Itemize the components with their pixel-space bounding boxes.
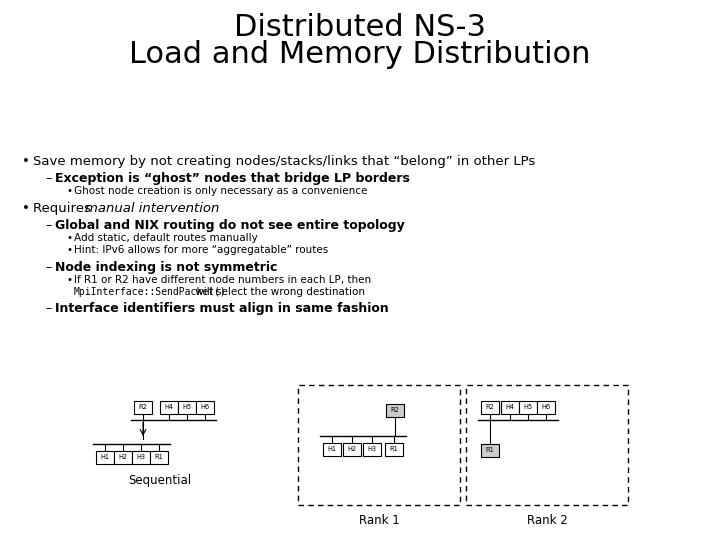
FancyBboxPatch shape xyxy=(150,450,168,463)
Text: Interface identifiers must align in same fashion: Interface identifiers must align in same… xyxy=(55,302,389,315)
Text: •: • xyxy=(66,275,72,285)
Text: R2: R2 xyxy=(390,407,400,413)
Text: Distributed NS-3: Distributed NS-3 xyxy=(234,13,486,42)
Text: Ghost node creation is only necessary as a convenience: Ghost node creation is only necessary as… xyxy=(74,186,367,196)
Text: Hint: IPv6 allows for more “aggregatable” routes: Hint: IPv6 allows for more “aggregatable… xyxy=(74,245,328,255)
FancyBboxPatch shape xyxy=(134,401,152,414)
Text: H3: H3 xyxy=(367,446,377,452)
FancyBboxPatch shape xyxy=(501,401,519,414)
Text: •: • xyxy=(66,186,72,196)
Text: •: • xyxy=(66,233,72,243)
Text: H3: H3 xyxy=(137,454,145,460)
Text: H4: H4 xyxy=(505,404,515,410)
FancyBboxPatch shape xyxy=(178,401,196,414)
Text: will select the wrong destination: will select the wrong destination xyxy=(192,287,365,297)
Text: –: – xyxy=(45,172,51,185)
Text: manual intervention: manual intervention xyxy=(85,202,220,215)
Text: If R1 or R2 have different node numbers in each LP, then: If R1 or R2 have different node numbers … xyxy=(74,275,371,285)
Text: H5: H5 xyxy=(182,404,192,410)
FancyBboxPatch shape xyxy=(114,450,132,463)
FancyBboxPatch shape xyxy=(363,442,381,456)
Text: H1: H1 xyxy=(101,454,109,460)
Text: Rank 1: Rank 1 xyxy=(359,514,400,527)
FancyBboxPatch shape xyxy=(481,401,499,414)
Text: H2: H2 xyxy=(348,446,356,452)
Text: Add static, default routes manually: Add static, default routes manually xyxy=(74,233,258,243)
FancyBboxPatch shape xyxy=(132,450,150,463)
FancyBboxPatch shape xyxy=(385,442,403,456)
Text: –: – xyxy=(45,261,51,274)
FancyBboxPatch shape xyxy=(160,401,178,414)
Text: •: • xyxy=(22,202,30,215)
Text: H4: H4 xyxy=(164,404,174,410)
Text: H2: H2 xyxy=(118,454,127,460)
FancyBboxPatch shape xyxy=(537,401,555,414)
FancyBboxPatch shape xyxy=(481,443,499,456)
Text: H6: H6 xyxy=(200,404,210,410)
Text: Exception is “ghost” nodes that bridge LP borders: Exception is “ghost” nodes that bridge L… xyxy=(55,172,410,185)
Text: H6: H6 xyxy=(541,404,551,410)
Text: H5: H5 xyxy=(523,404,533,410)
Text: R1: R1 xyxy=(155,454,163,460)
Text: –: – xyxy=(45,219,51,232)
Text: R1: R1 xyxy=(390,446,398,452)
FancyBboxPatch shape xyxy=(343,442,361,456)
FancyBboxPatch shape xyxy=(96,450,114,463)
FancyBboxPatch shape xyxy=(386,403,404,416)
Text: Save memory by not creating nodes/stacks/links that “belong” in other LPs: Save memory by not creating nodes/stacks… xyxy=(33,155,535,168)
Text: R2: R2 xyxy=(485,404,495,410)
Text: Rank 2: Rank 2 xyxy=(526,514,567,527)
Bar xyxy=(466,385,628,505)
Text: Global and NIX routing do not see entire topology: Global and NIX routing do not see entire… xyxy=(55,219,405,232)
Text: •: • xyxy=(22,155,30,168)
Text: Sequential: Sequential xyxy=(128,474,192,487)
Text: Load and Memory Distribution: Load and Memory Distribution xyxy=(130,40,590,69)
Text: •: • xyxy=(66,245,72,255)
Text: Requires: Requires xyxy=(33,202,95,215)
Bar xyxy=(298,385,460,505)
Text: MpiInterface::SendPacket(): MpiInterface::SendPacket() xyxy=(74,287,227,297)
Text: R1: R1 xyxy=(485,447,495,453)
Text: Node indexing is not symmetric: Node indexing is not symmetric xyxy=(55,261,277,274)
Text: –: – xyxy=(45,302,51,315)
Text: H1: H1 xyxy=(328,446,336,452)
FancyBboxPatch shape xyxy=(196,401,214,414)
FancyBboxPatch shape xyxy=(323,442,341,456)
Text: R2: R2 xyxy=(138,404,148,410)
FancyBboxPatch shape xyxy=(519,401,537,414)
